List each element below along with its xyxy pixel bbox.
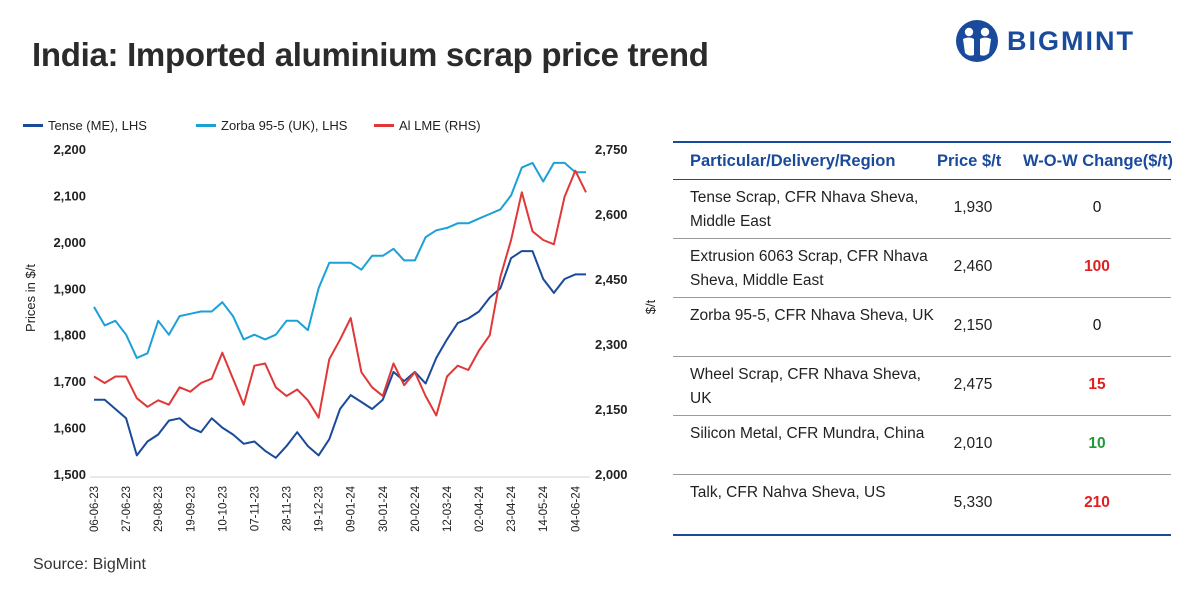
y-axis-label-right: $/t bbox=[643, 299, 658, 314]
row-particular: Extrusion 6063 Scrap, CFR Nhava Sheva, M… bbox=[690, 248, 928, 289]
row-change: 10 bbox=[1088, 435, 1106, 452]
table-row: Zorba 95-5, CFR Nhava Sheva, UK 2,150 0 bbox=[673, 297, 1171, 357]
table-row: Talk, CFR Nahva Sheva, US 5,330 210 bbox=[673, 474, 1171, 535]
x-tick-label-13: 23-04-24 bbox=[506, 485, 518, 532]
y-tick-left-6: 2,100 bbox=[53, 188, 86, 203]
page-title: India: Imported aluminium scrap price tr… bbox=[32, 36, 709, 73]
legend-label-tense: Tense (ME), LHS bbox=[48, 118, 147, 133]
y-tick-left-4: 1,900 bbox=[53, 281, 86, 296]
row-price: 2,150 bbox=[953, 317, 993, 334]
y-tick-left-2: 1,700 bbox=[53, 374, 86, 389]
x-tick-label-8: 09-01-24 bbox=[346, 485, 358, 532]
y-tick-right-2: 2,300 bbox=[595, 337, 628, 352]
y-tick-right-5: 2,750 bbox=[595, 142, 628, 157]
x-tick-label-2: 29-08-23 bbox=[153, 486, 165, 532]
y-tick-left-0: 1,500 bbox=[53, 467, 86, 482]
x-tick-label-15: 04-06-24 bbox=[570, 485, 582, 532]
legend-item-lme: Al LME (RHS) bbox=[374, 118, 481, 133]
x-tick-label-12: 02-04-24 bbox=[474, 485, 486, 532]
table-top-rule bbox=[673, 141, 1171, 143]
legend-label-lme: Al LME (RHS) bbox=[399, 118, 481, 133]
row-particular: Talk, CFR Nahva Sheva, US bbox=[690, 484, 886, 501]
table-row: Extrusion 6063 Scrap, CFR Nhava Sheva, M… bbox=[673, 238, 1171, 298]
x-tick-label-9: 30-01-24 bbox=[378, 485, 390, 532]
source-note: Source: BigMint bbox=[33, 556, 146, 573]
header-price: Price $/t bbox=[937, 152, 1002, 170]
row-change: 100 bbox=[1084, 258, 1110, 275]
row-change: 15 bbox=[1088, 376, 1106, 393]
row-particular: Zorba 95-5, CFR Nhava Sheva, UK bbox=[690, 307, 934, 324]
x-tick-label-4: 10-10-23 bbox=[217, 486, 229, 532]
legend-label-zorba: Zorba 95-5 (UK), LHS bbox=[221, 118, 348, 133]
x-tick-label-3: 19-09-23 bbox=[185, 486, 197, 532]
bigmint-logo-icon bbox=[956, 20, 998, 62]
x-tick-label-10: 20-02-24 bbox=[410, 485, 422, 532]
row-change: 0 bbox=[1092, 317, 1102, 334]
table-row: Wheel Scrap, CFR Nhava Sheva, UK 2,475 15 bbox=[673, 356, 1171, 416]
series-line-0 bbox=[94, 250, 586, 459]
legend-swatch-lme bbox=[374, 124, 394, 127]
brand-logo: BIGMINT bbox=[955, 18, 1135, 64]
table-row: Tense Scrap, CFR Nhava Sheva, Middle Eas… bbox=[673, 179, 1171, 239]
row-price: 5,330 bbox=[953, 494, 993, 511]
header-change: W-O-W Change($/t) bbox=[1023, 152, 1173, 170]
legend-swatch-zorba bbox=[196, 124, 216, 127]
series-line-1 bbox=[93, 161, 586, 359]
row-particular: Wheel Scrap, CFR Nhava Sheva, UK bbox=[690, 366, 921, 407]
row-particular: Silicon Metal, CFR Mundra, China bbox=[690, 425, 925, 442]
table-bottom-rule bbox=[673, 534, 1171, 536]
row-price: 2,010 bbox=[953, 435, 993, 452]
y-axis-label-left: Prices in $/t bbox=[23, 264, 38, 332]
x-tick-label-14: 14-05-24 bbox=[538, 485, 550, 532]
row-price: 1,930 bbox=[953, 199, 993, 216]
row-particular: Tense Scrap, CFR Nhava Sheva, Middle Eas… bbox=[690, 189, 919, 230]
brand-name: BIGMINT bbox=[1007, 25, 1135, 56]
y-tick-left-7: 2,200 bbox=[53, 142, 86, 157]
y-tick-right-0: 2,000 bbox=[595, 467, 628, 482]
y-tick-left-3: 1,800 bbox=[53, 328, 86, 343]
price-trend-chart: Prices in $/t $/t 1,500 1,600 1,700 1,800 1,… bbox=[23, 142, 658, 532]
y-tick-left-1: 1,600 bbox=[53, 421, 86, 436]
y-tick-right-3: 2,450 bbox=[595, 272, 628, 287]
y-tick-right-4: 2,600 bbox=[595, 207, 628, 222]
row-change: 210 bbox=[1084, 494, 1110, 511]
x-tick-label-11: 12-03-24 bbox=[442, 485, 454, 532]
x-tick-label-1: 27-06-23 bbox=[121, 486, 133, 532]
table-header: Particular/Delivery/Region Price $/t W-O… bbox=[673, 143, 1173, 179]
series-line-2 bbox=[93, 169, 587, 419]
x-tick-label-5: 07-11-23 bbox=[249, 486, 261, 531]
row-price: 2,460 bbox=[953, 258, 993, 275]
legend-item-zorba: Zorba 95-5 (UK), LHS bbox=[196, 118, 347, 133]
y-tick-left-5: 2,000 bbox=[53, 235, 86, 250]
legend-item-tense: Tense (ME), LHS bbox=[23, 118, 147, 133]
y-tick-right-1: 2,150 bbox=[595, 402, 628, 417]
x-tick-label-7: 19-12-23 bbox=[314, 486, 326, 532]
table-row: Silicon Metal, CFR Mundra, China 2,010 10 bbox=[673, 415, 1171, 475]
row-price: 2,475 bbox=[953, 376, 993, 393]
header-particular: Particular/Delivery/Region bbox=[690, 152, 896, 170]
x-tick-label-6: 28-11-23 bbox=[282, 486, 294, 531]
x-tick-label-0: 06-06-23 bbox=[89, 486, 101, 532]
row-change: 0 bbox=[1092, 199, 1102, 216]
legend-swatch-tense bbox=[23, 124, 43, 127]
